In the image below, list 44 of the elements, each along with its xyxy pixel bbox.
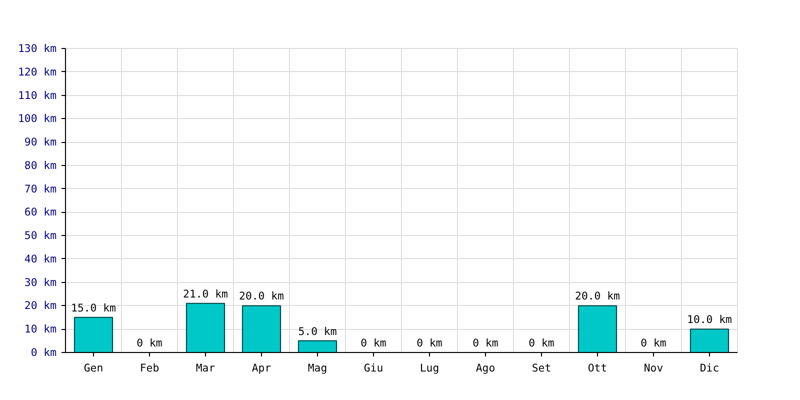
bar [242,305,282,352]
data-label: 0 km [640,336,666,350]
x-tick-label: Gen [84,362,104,374]
x-tick-label: Feb [140,362,160,374]
y-tick-label: 100 km [18,112,57,126]
x-tick-label: Giu [364,362,384,374]
data-label: 0 km [360,336,386,350]
data-label: 20.0 km [239,290,284,303]
x-tick-label: Mar [196,362,216,374]
x-tick-label: Ott [588,362,608,374]
data-label: 20.0 km [575,290,620,303]
data-label: 15.0 km [71,301,116,314]
y-tick-label: 70 km [24,182,56,196]
data-label: 0 km [528,336,554,350]
x-tick-label: Set [532,362,552,374]
x-tick-label: Apr [252,362,272,374]
y-tick-label: 40 km [24,252,56,266]
x-tick-label: Lug [420,362,440,374]
x-tick-label: Ago [476,362,496,374]
y-tick-label: 90 km [24,136,56,149]
data-label: 5.0 km [298,324,337,338]
data-label: 10.0 km [687,313,732,326]
y-tick-label: 120 km [18,65,57,78]
y-tick-label: 80 km [24,158,56,172]
data-label: 21.0 km [183,287,228,300]
y-tick-label: 60 km [24,206,56,219]
y-tick-label: 110 km [18,88,57,102]
x-tick-label: Mag [308,362,328,374]
x-tick-label: Dic [700,362,720,374]
y-tick-label: 30 km [24,276,56,289]
bar [690,328,730,352]
bar [578,305,618,352]
data-label: 0 km [416,336,442,350]
y-tick-label: 0 km [30,346,57,359]
y-tick-label: 130 km [18,42,57,55]
x-tick-label: Nov [644,362,664,374]
data-label: 0 km [136,336,162,350]
y-tick-label: 10 km [24,322,56,336]
bar [186,302,226,352]
y-tick-label: 50 km [24,229,56,242]
bar [298,340,338,352]
bar [74,316,114,352]
data-label: 0 km [472,336,498,350]
y-tick-label: 20 km [24,299,56,312]
